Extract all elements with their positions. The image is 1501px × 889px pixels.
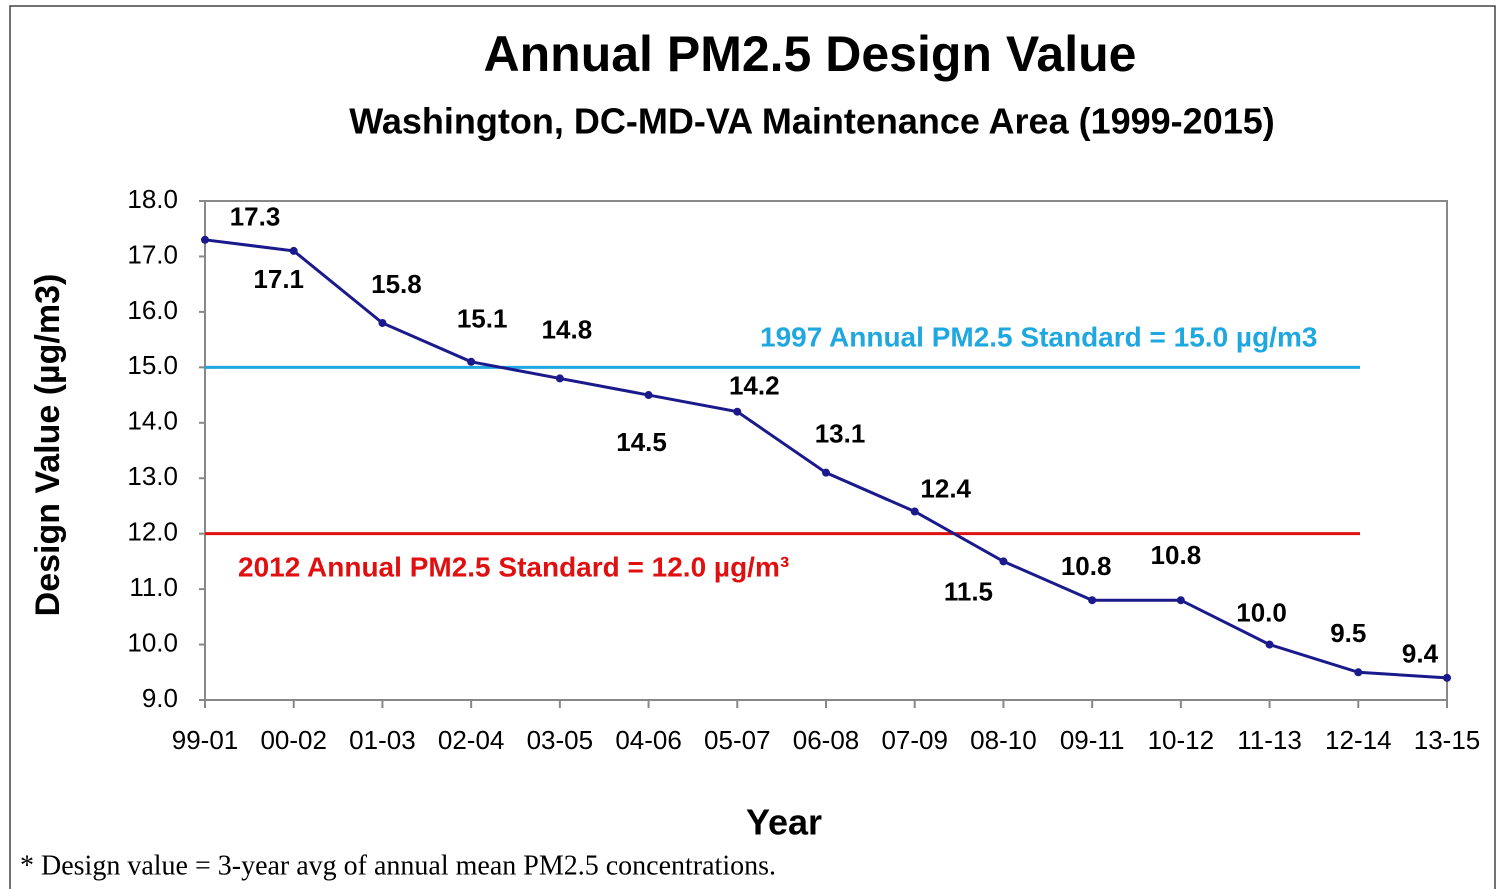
data-label: 15.1 xyxy=(457,304,508,334)
y-tick-label: 9.0 xyxy=(142,683,178,713)
data-point xyxy=(289,246,298,255)
data-label: 10.0 xyxy=(1236,597,1287,627)
x-tick-label: 99-01 xyxy=(172,725,239,755)
y-tick-label: 11.0 xyxy=(129,572,178,602)
data-point xyxy=(1088,596,1097,605)
data-label: 10.8 xyxy=(1151,540,1202,570)
x-tick-label: 07-09 xyxy=(881,725,948,755)
data-label: 17.3 xyxy=(230,202,281,232)
chart-subtitle: Washington, DC-MD-VA Maintenance Area (1… xyxy=(349,101,1275,142)
reference-label: 1997 Annual PM2.5 Standard = 15.0 µg/m3 xyxy=(760,321,1317,352)
data-point xyxy=(733,407,742,416)
data-point xyxy=(999,557,1008,566)
x-tick-label: 08-10 xyxy=(970,725,1037,755)
data-point xyxy=(910,507,919,516)
x-tick-label: 10-12 xyxy=(1148,725,1215,755)
y-tick-label: 15.0 xyxy=(127,350,178,380)
data-label: 17.1 xyxy=(253,264,304,294)
data-label: 12.4 xyxy=(920,473,971,503)
data-point xyxy=(555,374,564,383)
data-point xyxy=(644,391,653,400)
footnote: * Design value = 3-year avg of annual me… xyxy=(20,850,776,881)
data-label: 9.4 xyxy=(1402,639,1439,669)
y-tick-label: 12.0 xyxy=(127,517,178,547)
y-tick-label: 18.0 xyxy=(127,184,178,214)
data-label: 11.5 xyxy=(944,576,993,606)
x-tick-label: 11-13 xyxy=(1237,725,1302,755)
x-tick-label: 04-06 xyxy=(615,725,682,755)
y-tick-label: 13.0 xyxy=(127,461,178,491)
data-label: 13.1 xyxy=(815,419,866,449)
data-point xyxy=(1443,673,1451,682)
data-point xyxy=(1354,668,1363,677)
x-tick-label: 13-15 xyxy=(1414,725,1481,755)
y-tick-label: 10.0 xyxy=(127,627,178,657)
y-tick-label: 16.0 xyxy=(127,295,178,325)
data-point xyxy=(822,468,830,477)
chart-border xyxy=(9,5,1496,889)
chart-title: Annual PM2.5 Design Value xyxy=(484,26,1137,82)
x-tick-label: 02-04 xyxy=(438,725,505,755)
y-tick-label: 17.0 xyxy=(127,239,178,269)
data-label: 14.8 xyxy=(542,314,593,344)
data-point xyxy=(378,318,387,327)
data-label: 15.8 xyxy=(371,269,422,299)
data-label: 14.2 xyxy=(729,371,780,401)
x-tick-label: 01-03 xyxy=(349,725,416,755)
x-tick-label: 12-14 xyxy=(1325,725,1392,755)
x-tick-label: 05-07 xyxy=(704,725,771,755)
data-point xyxy=(467,357,476,366)
y-axis-label: Design Value (µg/m3) xyxy=(29,274,67,617)
data-point xyxy=(201,235,209,244)
reference-label: 2012 Annual PM2.5 Standard = 12.0 µg/m³ xyxy=(238,551,789,582)
data-point xyxy=(1176,596,1185,605)
y-tick-label: 14.0 xyxy=(127,406,178,436)
x-tick-label: 06-08 xyxy=(793,725,860,755)
data-label: 9.5 xyxy=(1330,618,1366,648)
data-label: 14.5 xyxy=(616,427,667,457)
x-tick-label: 00-02 xyxy=(260,725,327,755)
x-tick-label: 03-05 xyxy=(527,725,594,755)
data-label: 10.8 xyxy=(1061,551,1112,581)
x-axis-label: Year xyxy=(746,802,822,843)
data-point xyxy=(1265,640,1274,649)
x-tick-label: 09-11 xyxy=(1060,725,1125,755)
